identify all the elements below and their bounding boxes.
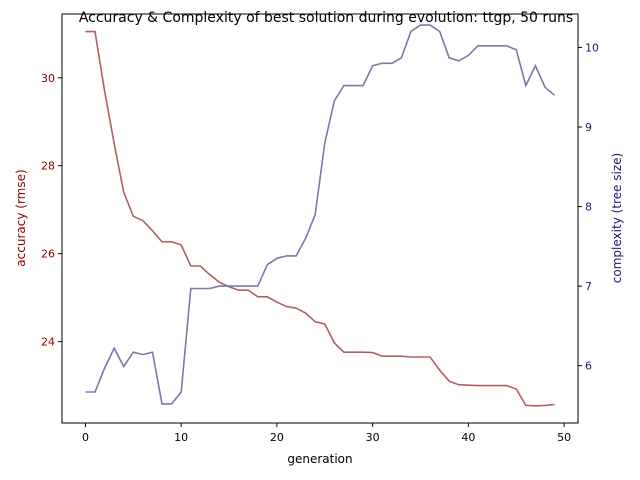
x-tick-label: 10 [174,431,188,444]
plot-frame [61,13,579,424]
y-axis-left: 24 26 28 30 [41,72,62,349]
x-tick-label: 0 [82,431,89,444]
plot-area [85,24,556,407]
x-tick-label: 40 [461,431,475,444]
y-right-tick-label: 9 [585,121,592,134]
x-axis-label: generation [287,452,352,466]
x-axis: 0 10 20 30 40 50 [82,423,571,444]
y-left-tick-label: 26 [41,248,55,261]
y-right-tick-label: 6 [585,360,592,373]
y-axis-left-label: accuracy (rmse) [14,169,28,266]
x-tick-label: 50 [557,431,571,444]
complexity-line [85,24,556,405]
y-left-tick-label: 28 [41,160,55,173]
accuracy-line [85,30,555,407]
x-tick-label: 20 [270,431,284,444]
y-right-tick-label: 8 [585,201,592,214]
y-axis-right: 6 7 8 9 10 [578,41,599,373]
y-axis-right-label: complexity (tree size) [610,153,624,283]
y-left-tick-label: 24 [41,336,55,349]
y-left-tick-label: 30 [41,72,55,85]
chart-title: Accuracy & Complexity of best solution d… [79,10,573,26]
y-right-tick-label: 7 [585,280,592,293]
x-tick-label: 30 [366,431,380,444]
y-right-tick-label: 10 [585,41,599,54]
